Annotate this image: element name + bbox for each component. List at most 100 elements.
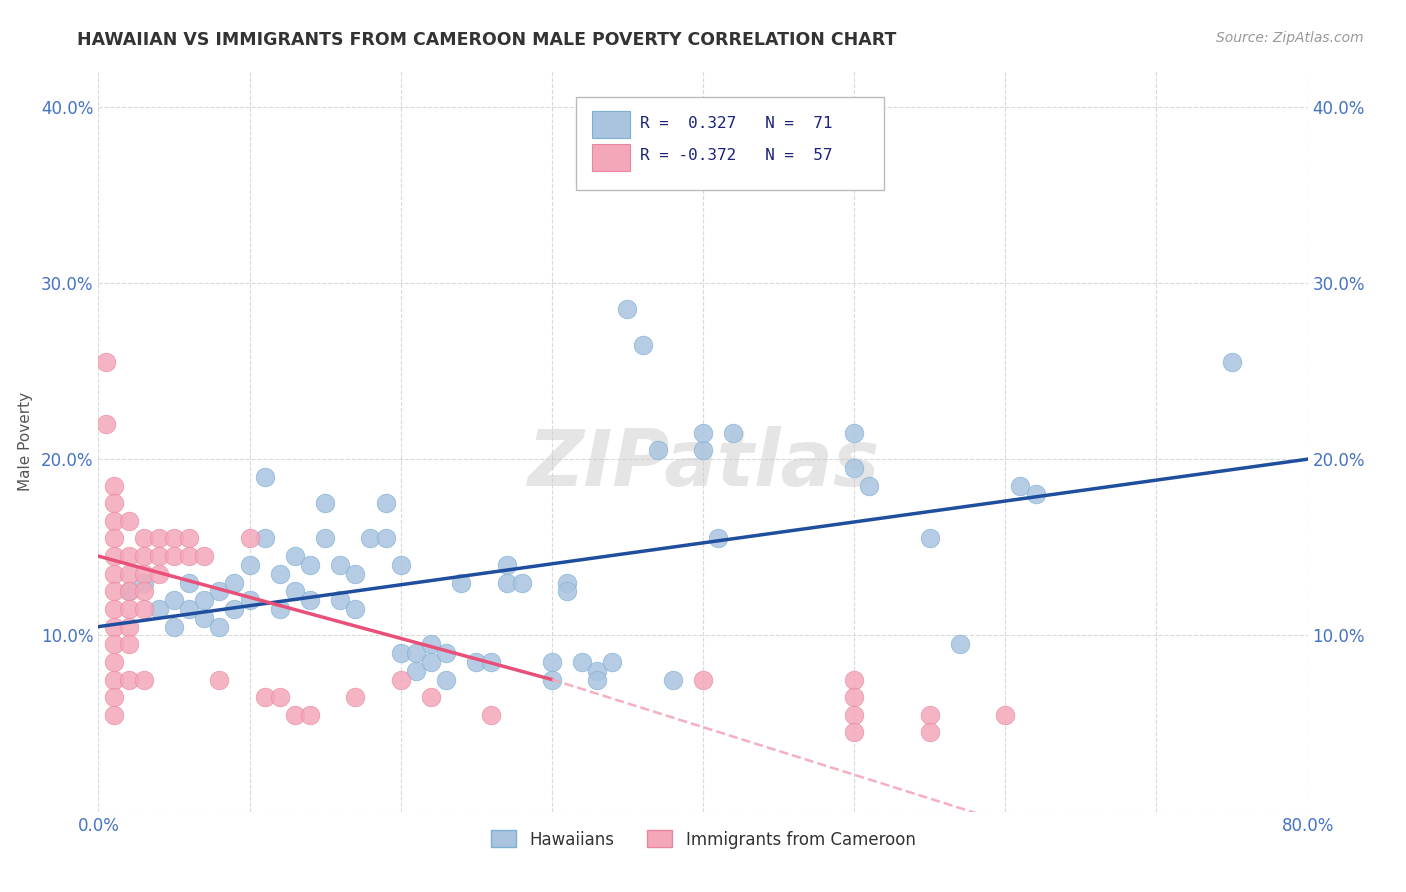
Point: [918, 707, 941, 722]
Point: [239, 532, 262, 546]
Point: [148, 549, 170, 563]
Point: [555, 584, 578, 599]
Point: [118, 584, 141, 599]
Point: [239, 558, 262, 572]
Point: [269, 602, 291, 616]
Point: [224, 575, 246, 590]
Point: [284, 707, 307, 722]
Point: [858, 478, 880, 492]
Point: [707, 532, 730, 546]
Point: [420, 690, 443, 705]
Point: [586, 673, 609, 687]
Point: [299, 558, 322, 572]
Point: [344, 690, 367, 705]
Point: [163, 619, 186, 633]
Text: R =  0.327   N =  71: R = 0.327 N = 71: [640, 116, 832, 131]
Point: [103, 707, 125, 722]
Point: [844, 425, 866, 440]
Point: [949, 637, 972, 651]
Point: [132, 584, 155, 599]
Point: [374, 532, 396, 546]
Point: [616, 302, 638, 317]
Point: [571, 655, 593, 669]
Point: [647, 443, 669, 458]
Point: [224, 602, 246, 616]
Point: [148, 602, 170, 616]
Point: [148, 566, 170, 581]
Point: [94, 355, 117, 369]
Point: [163, 593, 186, 607]
Point: [844, 725, 866, 739]
Point: [179, 575, 201, 590]
Point: [132, 532, 155, 546]
Point: [118, 584, 141, 599]
Point: [510, 575, 533, 590]
Point: [329, 593, 352, 607]
Point: [389, 558, 412, 572]
Point: [118, 514, 141, 528]
Point: [360, 532, 382, 546]
Point: [994, 707, 1017, 722]
Point: [540, 673, 562, 687]
Point: [405, 646, 427, 660]
Point: [450, 575, 472, 590]
Point: [434, 646, 457, 660]
Point: [586, 664, 609, 678]
Point: [481, 707, 503, 722]
Point: [692, 673, 714, 687]
Point: [118, 566, 141, 581]
Point: [692, 425, 714, 440]
Point: [103, 514, 125, 528]
Point: [844, 707, 866, 722]
Point: [918, 532, 941, 546]
Point: [208, 673, 231, 687]
Point: [631, 337, 654, 351]
Point: [269, 566, 291, 581]
Point: [103, 619, 125, 633]
Point: [284, 584, 307, 599]
Point: [314, 496, 336, 510]
Point: [389, 673, 412, 687]
Point: [405, 664, 427, 678]
Point: [602, 655, 624, 669]
Point: [314, 532, 336, 546]
Point: [918, 725, 941, 739]
Point: [103, 655, 125, 669]
Point: [103, 673, 125, 687]
Point: [495, 575, 517, 590]
Text: Source: ZipAtlas.com: Source: ZipAtlas.com: [1216, 31, 1364, 45]
Point: [420, 655, 443, 669]
FancyBboxPatch shape: [592, 144, 630, 170]
Point: [132, 673, 155, 687]
Point: [495, 558, 517, 572]
Point: [94, 417, 117, 431]
Point: [118, 602, 141, 616]
Point: [103, 478, 125, 492]
Point: [299, 593, 322, 607]
Point: [163, 549, 186, 563]
Point: [103, 532, 125, 546]
Legend: Hawaiians, Immigrants from Cameroon: Hawaiians, Immigrants from Cameroon: [484, 823, 922, 855]
Point: [434, 673, 457, 687]
Point: [118, 637, 141, 651]
Point: [193, 549, 215, 563]
Point: [253, 690, 276, 705]
Point: [239, 593, 262, 607]
Point: [1024, 487, 1046, 501]
Point: [420, 637, 443, 651]
Point: [661, 673, 683, 687]
Point: [299, 707, 322, 722]
Point: [193, 593, 215, 607]
Point: [118, 673, 141, 687]
Point: [344, 602, 367, 616]
Point: [179, 549, 201, 563]
Point: [374, 496, 396, 510]
Text: HAWAIIAN VS IMMIGRANTS FROM CAMEROON MALE POVERTY CORRELATION CHART: HAWAIIAN VS IMMIGRANTS FROM CAMEROON MAL…: [77, 31, 897, 49]
Point: [179, 532, 201, 546]
Point: [344, 566, 367, 581]
Point: [389, 646, 412, 660]
Point: [844, 690, 866, 705]
Point: [465, 655, 488, 669]
FancyBboxPatch shape: [592, 112, 630, 138]
Point: [179, 602, 201, 616]
